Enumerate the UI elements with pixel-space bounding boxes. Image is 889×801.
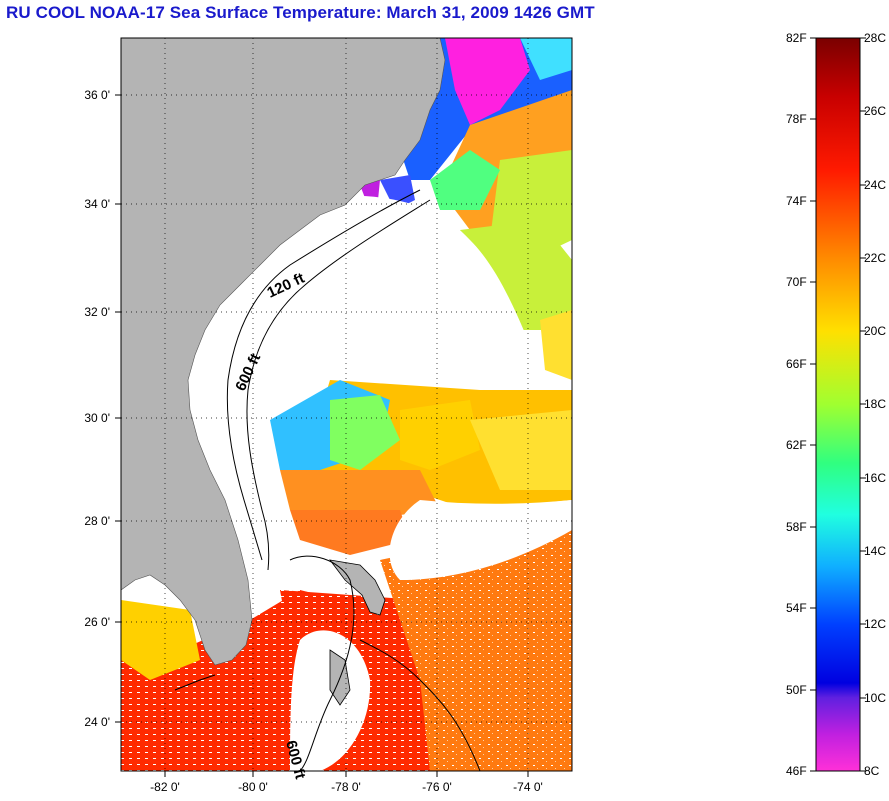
colorbar-ticks-f — [810, 37, 816, 772]
colorbar-label-f: 70F — [786, 275, 807, 289]
lon-label: -82 0' — [150, 780, 180, 794]
colorbar-label-f: 54F — [786, 601, 807, 615]
colorbar-label-f: 58F — [786, 520, 807, 534]
colorbar-label-f: 50F — [786, 683, 807, 697]
lon-ticks — [164, 771, 529, 777]
lat-label: 24 0' — [84, 715, 110, 729]
colorbar-label-f: 66F — [786, 357, 807, 371]
colorbar-label-f: 78F — [786, 112, 807, 126]
colorbar-label-c: 14C — [864, 544, 887, 558]
colorbar-label-c: 28C — [864, 31, 887, 45]
lat-label: 28 0' — [84, 514, 110, 528]
colorbar-label-c: 16C — [864, 471, 887, 485]
lat-label: 26 0' — [84, 615, 110, 629]
lon-label: -76 0' — [422, 780, 452, 794]
colorbar-label-c: 18C — [864, 397, 887, 411]
colorbar-label-c: 26C — [864, 104, 887, 118]
lon-label: -80 0' — [238, 780, 268, 794]
lon-label: -78 0' — [331, 780, 361, 794]
lat-label: 32 0' — [84, 305, 110, 319]
lat-ticks — [115, 94, 121, 723]
colorbar-label-c: 10C — [864, 691, 887, 705]
colorbar-label-f: 82F — [786, 31, 807, 45]
land-us-southeast — [120, 37, 446, 666]
lat-label: 36 0' — [84, 88, 110, 102]
graticule — [121, 38, 572, 771]
lat-label: 30 0' — [84, 411, 110, 425]
colorbar-label-f: 62F — [786, 438, 807, 452]
colorbar-label-c: 12C — [864, 617, 887, 631]
land-florida-keys — [174, 674, 216, 691]
colorbar-ticks-c — [860, 37, 866, 772]
colorbar — [815, 37, 861, 772]
colorbar-label-c: 20C — [864, 324, 887, 338]
colorbar-label-f: 46F — [786, 764, 807, 778]
lat-label: 34 0' — [84, 197, 110, 211]
colorbar-label-f: 74F — [786, 194, 807, 208]
colorbar-label-c: 24C — [864, 178, 887, 192]
lon-label: -74 0' — [513, 780, 543, 794]
map-title: RU COOL NOAA-17 Sea Surface Temperature:… — [6, 3, 595, 22]
colorbar-label-c: 8C — [864, 764, 880, 778]
colorbar-label-c: 22C — [864, 251, 887, 265]
bathymetry-contours — [226, 189, 481, 772]
cloud-mask — [290, 195, 572, 771]
